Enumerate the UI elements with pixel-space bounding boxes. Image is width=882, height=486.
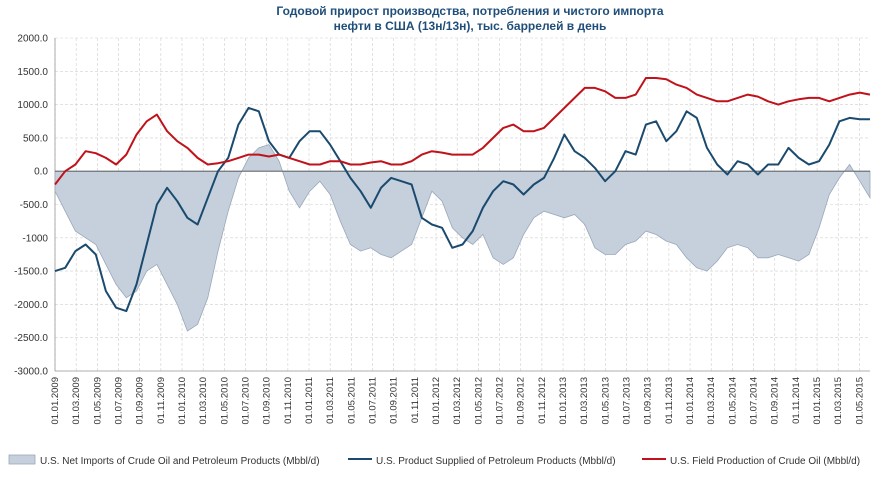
x-tick-label: 01.01.2010 xyxy=(177,377,188,425)
chart-title-line-1: Годовой прирост производства, потреблени… xyxy=(276,4,664,18)
x-tick-label: 01.03.2012 xyxy=(452,377,463,425)
x-tick-label: 01.05.2015 xyxy=(854,377,865,425)
x-tick-label: 01.11.2014 xyxy=(791,377,802,424)
x-tick-label: 01.05.2013 xyxy=(600,377,611,425)
y-axis-ticks: 2000.0 1500.0 1000.0 500.0 0.0 -500.0 -1000 -15… xyxy=(14,34,48,378)
x-tick-label: 01.07.2009 xyxy=(114,377,125,425)
series-lines-layer xyxy=(54,77,871,313)
series-product-supplied-line xyxy=(54,106,870,313)
x-tick-label: 01.03.2013 xyxy=(579,377,590,425)
x-tick-label: 01.09.2011 xyxy=(389,377,400,424)
x-tick-label: 01.11.2011 xyxy=(410,377,421,423)
x-tick-label: 01.01.2009 xyxy=(50,377,61,425)
x-tick-label: 01.09.2009 xyxy=(135,377,146,425)
x-tick-label: 01.05.2012 xyxy=(473,377,484,425)
legend-label-net-imports: U.S. Net Imports of Crude Oil and Petrol… xyxy=(40,456,320,467)
x-tick-label: 01.01.2014 xyxy=(685,377,696,425)
x-tick-label: 01.07.2013 xyxy=(622,377,633,425)
legend-swatch-net-imports xyxy=(8,454,36,465)
x-tick-label: 01.01.2012 xyxy=(431,377,442,425)
y-tick-label: 2000.0 xyxy=(17,34,48,45)
x-tick-label: 01.09.2013 xyxy=(643,377,654,425)
x-tick-label: 01.09.2010 xyxy=(262,377,273,425)
x-tick-label: 01.11.2013 xyxy=(664,377,675,424)
x-tick-label: 01.05.2011 xyxy=(346,377,357,424)
y-tick-label: 0.0 xyxy=(34,167,48,178)
y-tick-label: -2000.0 xyxy=(14,300,48,311)
x-tick-label: 01.07.2010 xyxy=(241,377,252,425)
x-tick-label: 01.03.2014 xyxy=(706,377,717,425)
x-tick-label: 01.03.2011 xyxy=(325,377,336,424)
y-tick-label: -2500.0 xyxy=(14,333,48,344)
x-tick-label: 01.11.2009 xyxy=(156,377,167,424)
x-tick-label: 01.05.2014 xyxy=(727,377,738,425)
x-tick-label: 01.01.2011 xyxy=(304,377,315,424)
x-tick-label: 01.05.2009 xyxy=(92,377,103,425)
x-tick-label: 01.11.2012 xyxy=(537,377,548,424)
x-tick-label: 01.11.2010 xyxy=(283,377,294,424)
chart-title-line-2: нефти в США (13н/13н), тыс. баррелей в д… xyxy=(334,19,607,33)
legend: U.S. Net Imports of Crude Oil and Petrol… xyxy=(8,454,860,467)
x-tick-label: 01.01.2015 xyxy=(812,377,823,425)
series-field-production-line xyxy=(54,77,871,186)
x-tick-label: 01.03.2015 xyxy=(833,377,844,425)
y-tick-label: -3000.0 xyxy=(14,367,48,378)
x-tick-label: 01.03.2010 xyxy=(198,377,209,425)
net-imports-area-layer xyxy=(54,144,871,332)
y-tick-label: -1000 xyxy=(22,233,48,244)
legend-label-field-production: U.S. Field Production of Crude Oil (Mbbl… xyxy=(670,456,860,467)
y-tick-label: 500.0 xyxy=(23,133,48,144)
x-tick-label: 01.05.2010 xyxy=(219,377,230,425)
x-tick-label: 01.03.2009 xyxy=(71,377,82,425)
x-tick-label: 01.07.2014 xyxy=(749,377,760,425)
series-net-imports-area xyxy=(54,144,871,332)
legend-label-product-supplied: U.S. Product Supplied of Petroleum Produ… xyxy=(376,456,616,467)
x-tick-label: 01.09.2014 xyxy=(770,377,781,425)
y-tick-label: 1500.0 xyxy=(17,67,48,78)
x-axis-ticks: 01.01.2009 01.03.2009 01.05.2009 01.07.2009… xyxy=(50,377,865,425)
x-tick-label: 01.09.2012 xyxy=(516,377,527,425)
x-tick-label: 01.07.2011 xyxy=(368,377,379,424)
x-tick-label: 01.01.2013 xyxy=(558,377,569,425)
y-tick-label: -500.0 xyxy=(20,200,49,211)
x-tick-label: 01.07.2012 xyxy=(495,377,506,425)
y-tick-label: -1500.0 xyxy=(14,267,48,278)
y-tick-label: 1000.0 xyxy=(17,100,48,111)
